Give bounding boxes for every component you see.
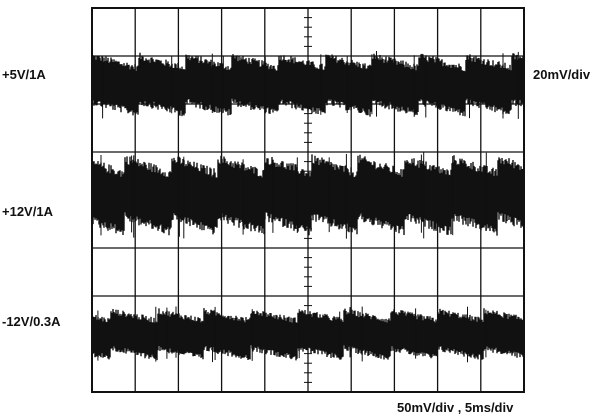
series-label-plus5v: +5V/1A <box>2 67 46 82</box>
trace-plus12v <box>92 154 524 236</box>
series-label-plus12v: +12V/1A <box>2 204 54 219</box>
trace-minus12v <box>92 308 524 361</box>
bottom-scale-label: 50mV/div , 5ms/div <box>397 400 514 415</box>
trace-plus5v <box>92 52 524 117</box>
series-label-minus12v: -12V/0.3A <box>2 314 61 329</box>
scope-traces <box>92 51 524 363</box>
right-scale-label: 20mV/div <box>533 67 591 82</box>
